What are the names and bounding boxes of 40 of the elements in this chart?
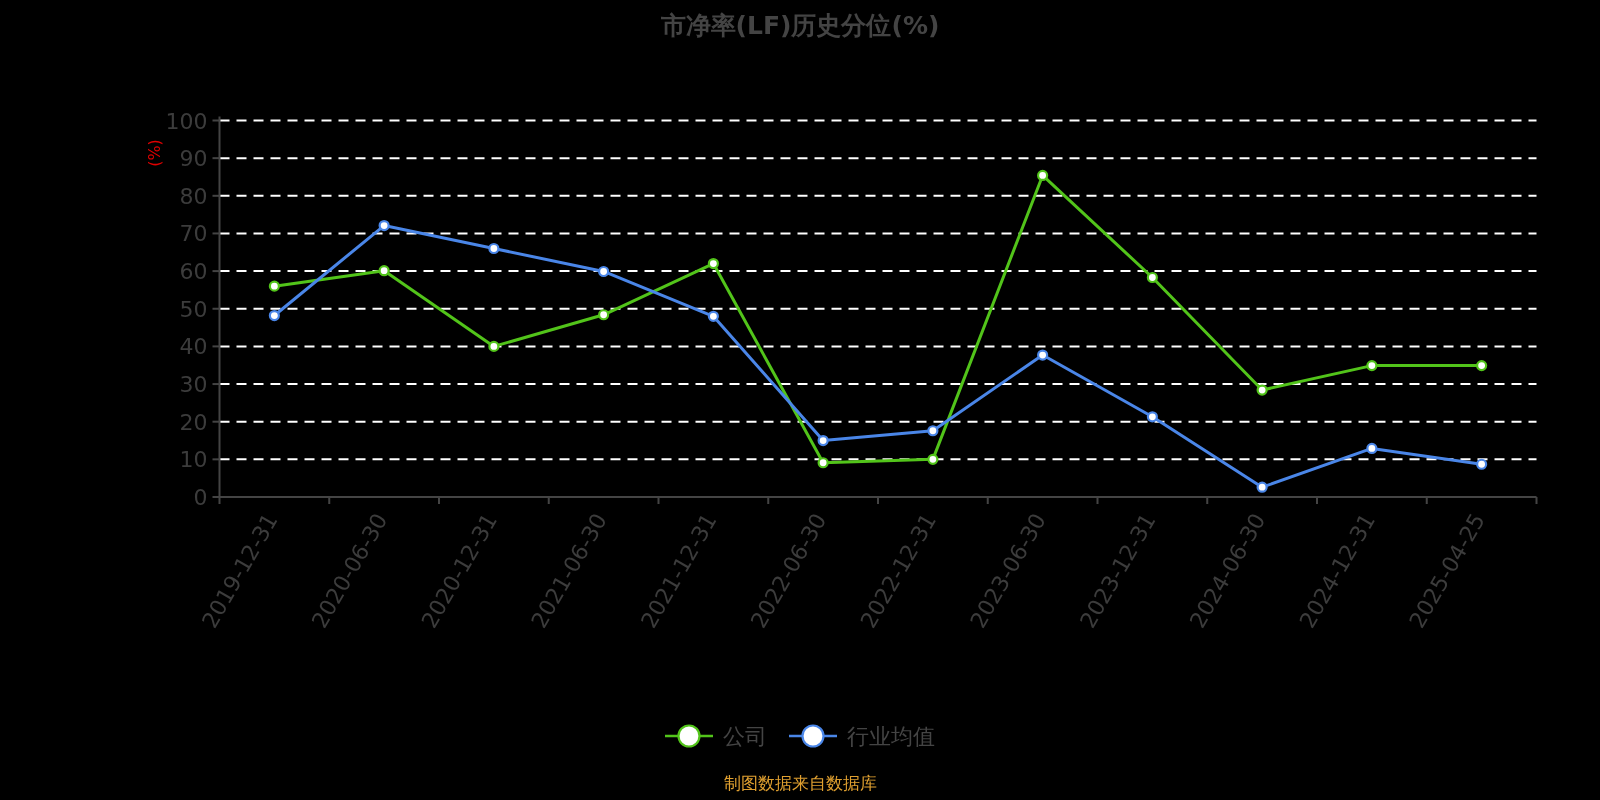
point	[598, 265, 610, 278]
y-tick-label: 10	[179, 447, 208, 473]
point	[378, 265, 390, 277]
text: 制图数据来自数据库	[723, 773, 877, 793]
y-tick-label: 30	[179, 372, 208, 398]
y-tick-label: 60	[179, 259, 208, 285]
point	[1146, 411, 1158, 423]
point	[1366, 360, 1378, 372]
y-tick-label: 100	[165, 108, 208, 134]
point	[488, 340, 500, 352]
y-axis-title: (%)	[145, 139, 164, 167]
y-tick-label: 90	[179, 146, 208, 172]
legend-label: 行业均值	[847, 724, 935, 749]
point	[268, 280, 280, 292]
point	[1256, 481, 1268, 493]
y-tick-label: 0	[193, 485, 208, 510]
point	[817, 457, 829, 469]
y-tick-label: 80	[179, 183, 208, 209]
point	[378, 219, 390, 232]
chart-title: 市净率(LF)历史分位(%)	[659, 11, 940, 40]
point	[1476, 458, 1488, 470]
point	[927, 453, 939, 465]
point	[707, 310, 719, 322]
legend-label: 公司	[723, 724, 767, 749]
point	[707, 257, 719, 270]
point	[1146, 271, 1158, 284]
y-tick-label: 50	[179, 296, 208, 322]
point	[268, 309, 280, 322]
y-tick-label: 40	[179, 334, 208, 360]
y-tick-label: 20	[179, 409, 208, 435]
point	[927, 425, 939, 437]
point	[817, 434, 829, 447]
point	[1256, 384, 1268, 396]
point	[1037, 349, 1049, 361]
point	[1037, 169, 1049, 182]
point	[598, 309, 610, 321]
y-tick-label: 70	[179, 221, 208, 247]
point	[1366, 442, 1378, 455]
point	[1476, 360, 1488, 372]
point	[488, 242, 500, 255]
